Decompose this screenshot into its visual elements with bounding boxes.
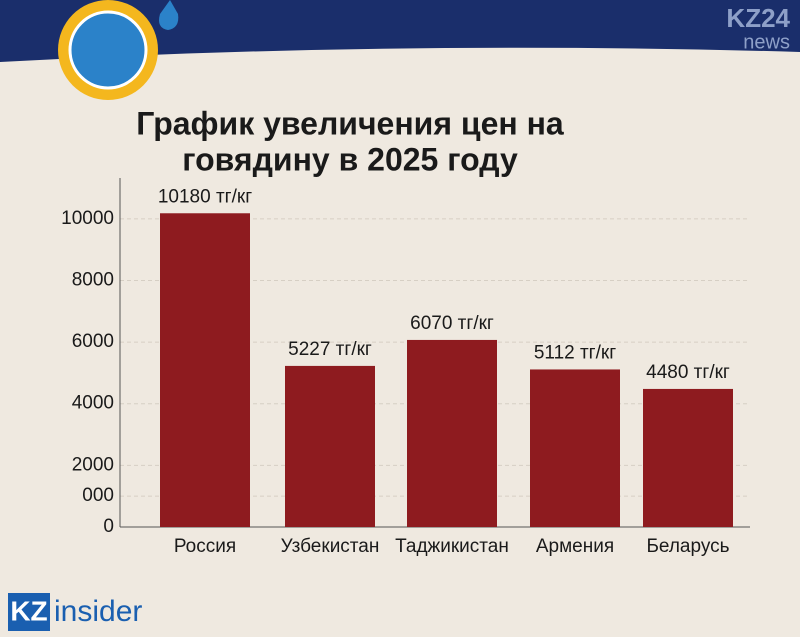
x-tick-label: Беларусь: [646, 536, 729, 557]
y-tick-label: 10000: [61, 208, 114, 229]
y-tick-label: 0: [103, 516, 114, 537]
bar: [285, 365, 375, 527]
brand-bottom-box: KZ: [10, 595, 47, 626]
chart-title: График увеличения цен на: [136, 105, 564, 141]
brand-box: [8, 593, 50, 631]
value-label: 4480 тг/кг: [646, 362, 730, 383]
header-band: [0, 0, 800, 62]
brand-top: KZ24: [726, 3, 790, 33]
logo-drop: [159, 0, 179, 30]
bar: [530, 369, 620, 527]
value-label: 6070 тг/кг: [410, 313, 494, 334]
logo-core: [68, 10, 148, 90]
value-label: 5227 тг/кг: [288, 339, 372, 360]
y-tick-label: 6000: [72, 331, 114, 352]
x-tick-label: Армения: [536, 536, 614, 557]
chart-title: говядину в 2025 году: [182, 141, 518, 177]
y-tick-label: 8000: [72, 269, 114, 290]
x-tick-label: Узбекистан: [281, 536, 380, 557]
x-tick-label: Россия: [174, 536, 236, 557]
bar: [160, 213, 250, 527]
value-label: 5112 тг/кг: [534, 342, 616, 363]
bar: [407, 339, 497, 527]
y-tick-label: 2000: [72, 454, 114, 475]
brand-top-sub: news: [743, 31, 790, 53]
y-tick-label: 4000: [72, 393, 114, 414]
brand-bottom-text: insider: [54, 595, 142, 628]
value-label: 10180 тг/кг: [158, 186, 252, 207]
bar: [643, 388, 733, 527]
y-tick-label: 000: [82, 485, 114, 506]
x-tick-label: Таджикистан: [395, 536, 509, 557]
